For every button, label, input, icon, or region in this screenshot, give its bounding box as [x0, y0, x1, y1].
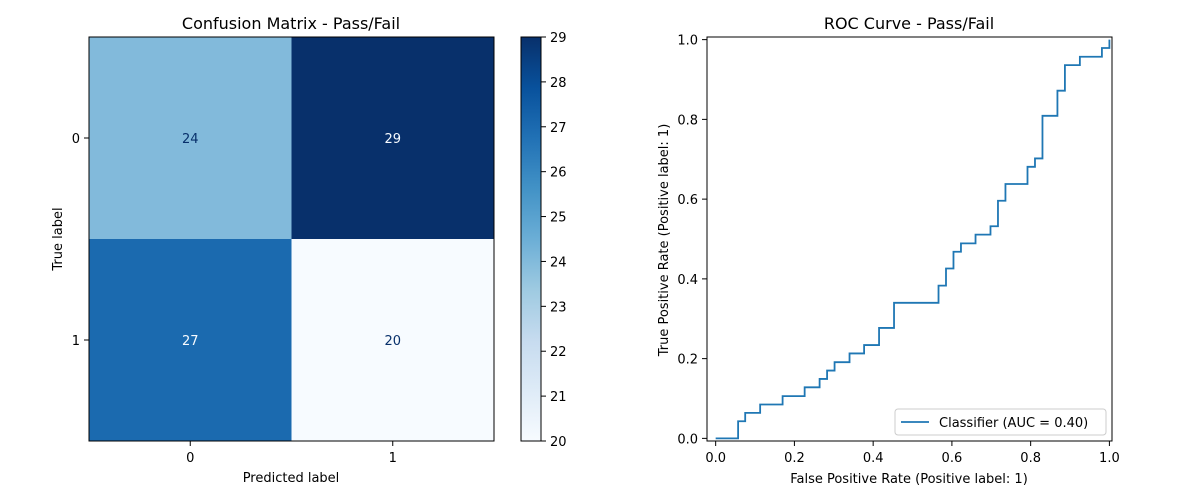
roc-xtick-label: 0.4 — [863, 451, 884, 466]
colorbar-tick-label: 29 — [550, 31, 567, 46]
colorbar-tick-label: 28 — [550, 76, 567, 91]
confusion-matrix-title: Confusion Matrix - Pass/Fail — [182, 14, 400, 33]
colorbar-tick-label: 27 — [550, 121, 567, 136]
roc-ytick-label: 0.4 — [677, 273, 698, 288]
confusion-matrix-panel: Confusion Matrix - Pass/Fail 24 29 27 20 0 1… — [51, 14, 495, 486]
colorbar-tick-label: 20 — [550, 435, 567, 450]
roc-ytick-label: 0.8 — [677, 113, 698, 128]
roc-title: ROC Curve - Pass/Fail — [824, 14, 994, 33]
roc-xtick-label: 0.2 — [784, 451, 805, 466]
roc-xtick-label: 0.0 — [705, 451, 726, 466]
roc-xlabel: False Positive Rate (Positive label: 1) — [790, 472, 1028, 487]
matrix-cell-label-1-1: 20 — [384, 334, 401, 349]
roc-panel: ROC Curve - Pass/Fail 0.0 0.2 0.4 0.6 0.8 1.0… — [657, 14, 1120, 487]
confusion-matrix-xlabel: Predicted label — [243, 471, 340, 486]
roc-xtick-label: 0.6 — [942, 451, 963, 466]
confusion-matrix-ticks: 0 1 0 1 — [72, 132, 397, 466]
confusion-matrix-ylabel: True label — [51, 207, 66, 271]
colorbar-tick-label: 25 — [550, 211, 567, 226]
colorbar: 20 21 22 23 24 25 26 27 28 29 — [520, 31, 567, 450]
colorbar-tick-label: 22 — [550, 345, 567, 360]
confusion-matrix-frame — [88, 36, 495, 442]
roc-ylabel: True Positive Rate (Positive label: 1) — [657, 124, 672, 358]
matrix-cell-label-1-0: 27 — [182, 334, 199, 349]
matrix-cell-1-1 — [291, 239, 494, 441]
cm-ytick-label: 0 — [72, 132, 80, 147]
roc-ticks: 0.0 0.2 0.4 0.6 0.8 1.0 0.0 0.2 0.4 0.6 0.8 1.0 — [677, 34, 1119, 466]
colorbar-tick-label: 24 — [550, 255, 567, 270]
matrix-cell-1-0 — [89, 239, 292, 441]
roc-ytick-label: 0.6 — [677, 193, 698, 208]
colorbar-gradient — [520, 36, 542, 442]
roc-ytick-label: 1.0 — [677, 34, 698, 49]
roc-legend-label: Classifier (AUC = 0.40) — [939, 416, 1088, 431]
colorbar-tick-label: 21 — [550, 390, 567, 405]
matrix-cell-0-1 — [291, 37, 494, 239]
matrix-cell-0-0 — [89, 37, 292, 239]
colorbar-tick-label: 23 — [550, 300, 567, 315]
roc-ytick-label: 0.0 — [677, 432, 698, 447]
confusion-matrix-cells: 24 29 27 20 — [89, 37, 494, 441]
cm-ytick-label: 1 — [72, 334, 80, 349]
roc-series-line — [715, 39, 1111, 440]
roc-legend-box — [894, 408, 1107, 436]
roc-xtick-label: 1.0 — [1099, 451, 1120, 466]
roc-ytick-label: 0.2 — [677, 353, 698, 368]
matrix-cell-label-0-0: 24 — [182, 132, 199, 147]
roc-axes-frame — [706, 36, 1113, 442]
colorbar-ticks: 20 21 22 23 24 25 26 27 28 29 — [541, 31, 567, 450]
matrix-cell-label-0-1: 29 — [384, 132, 401, 147]
colorbar-tick-label: 26 — [550, 166, 567, 181]
cm-xtick-label: 0 — [186, 451, 194, 466]
roc-legend: Classifier (AUC = 0.40) — [894, 408, 1107, 436]
cm-xtick-label: 1 — [389, 451, 397, 466]
roc-xtick-label: 0.8 — [1020, 451, 1041, 466]
